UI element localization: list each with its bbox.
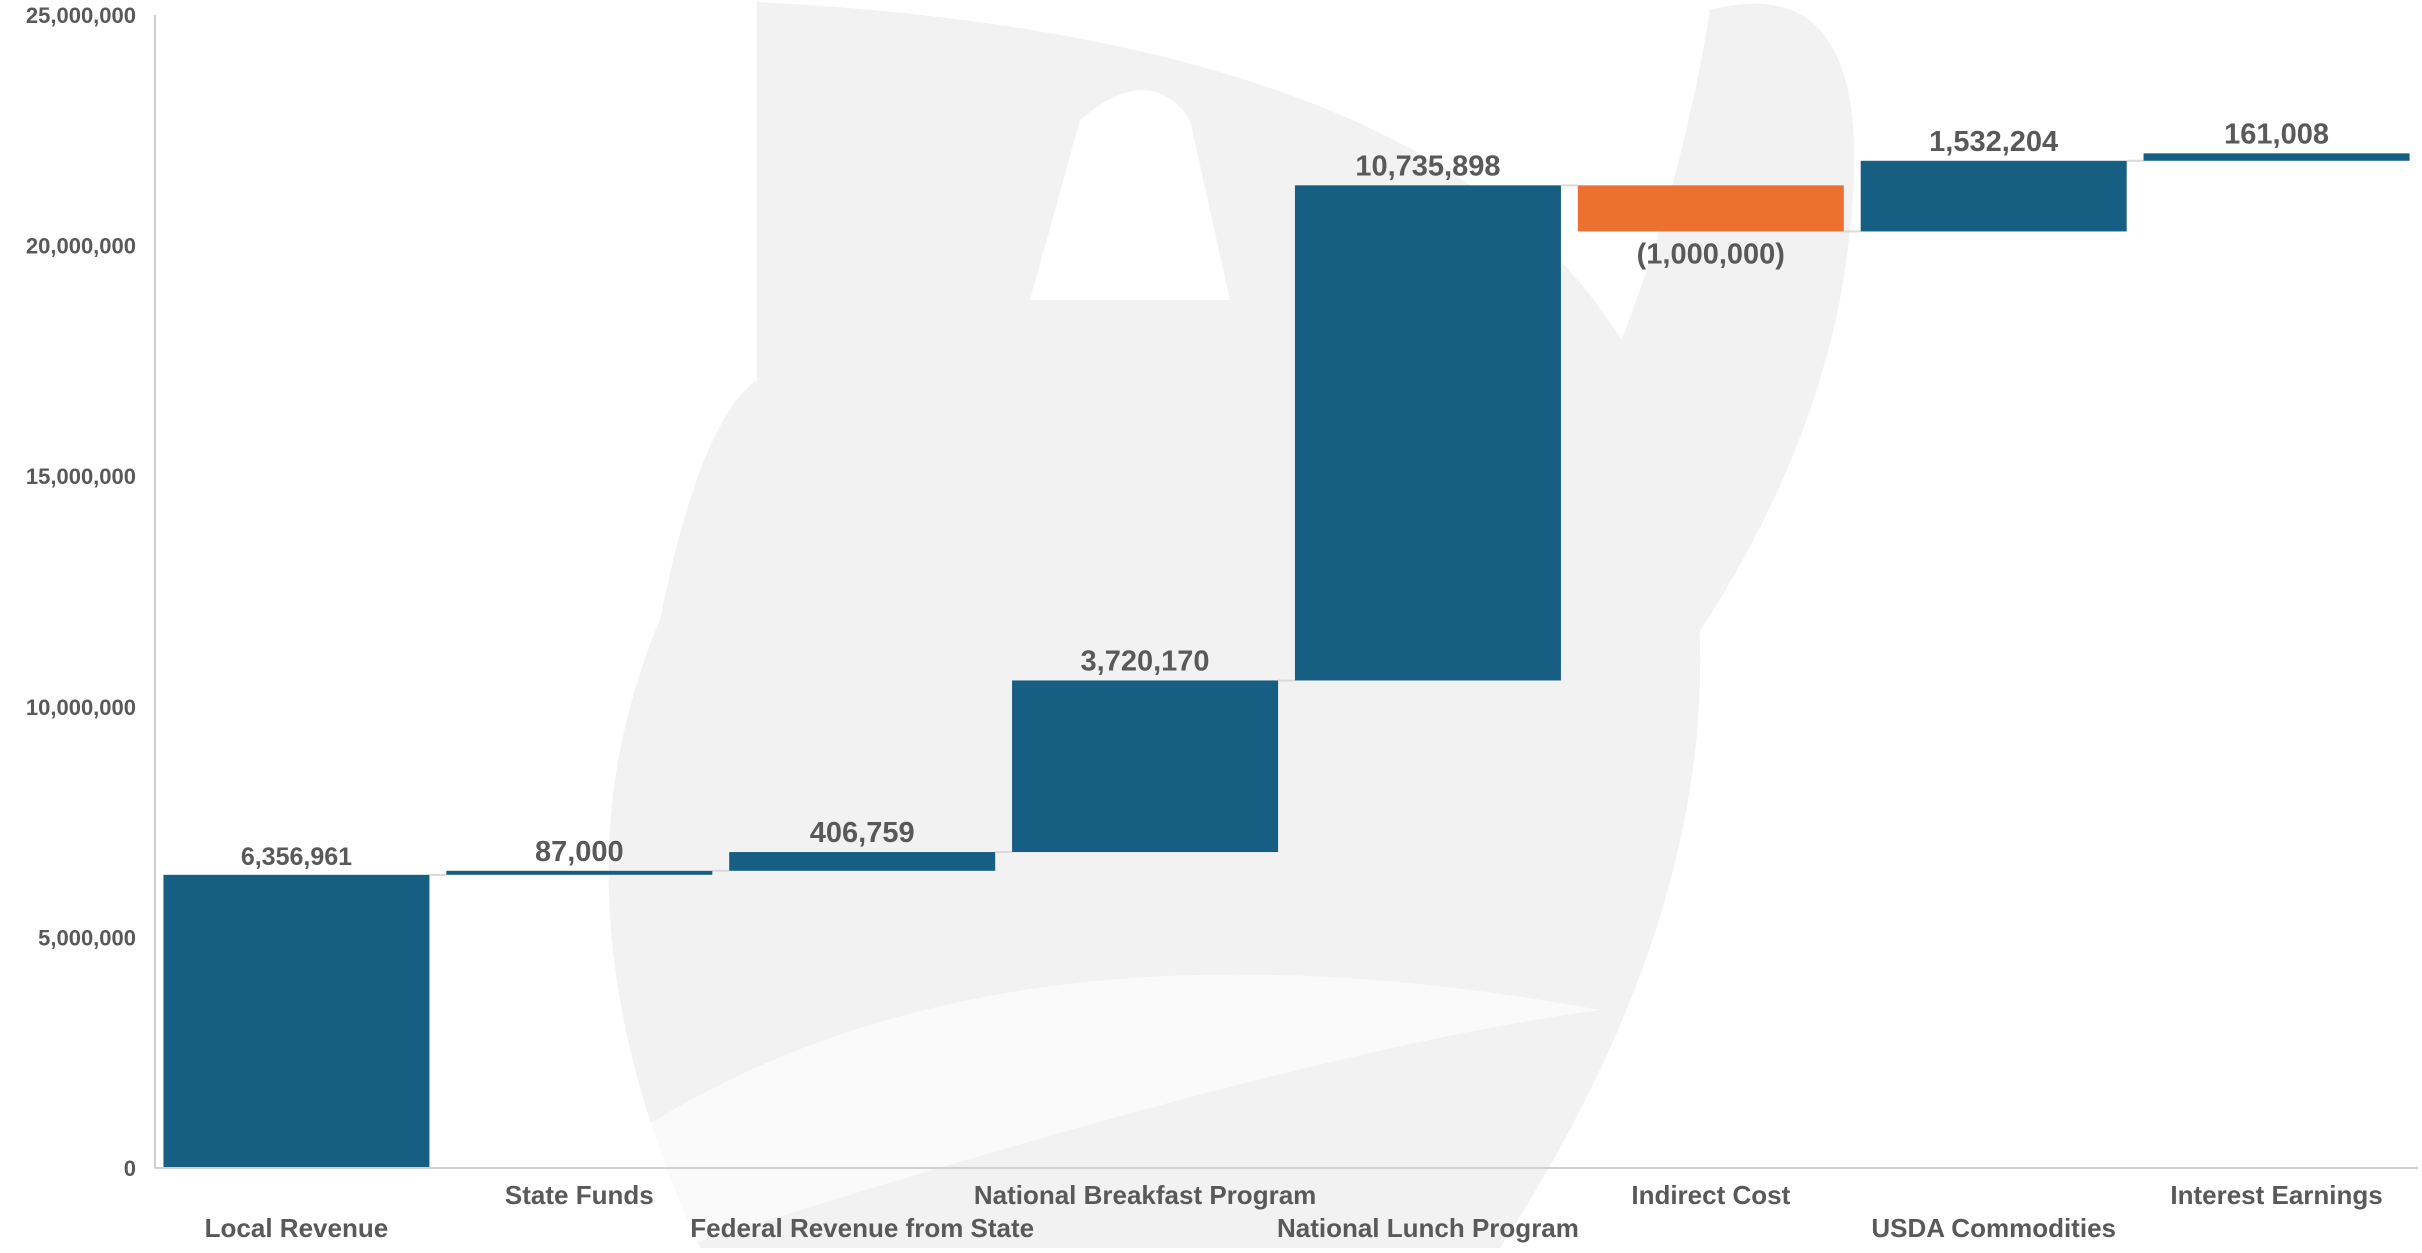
bar-indirect-cost — [1577, 185, 1844, 232]
y-tick-label: 20,000,000 — [26, 234, 136, 259]
x-category-label: National Lunch Program — [1277, 1213, 1579, 1243]
y-tick-label: 0 — [124, 1156, 136, 1181]
bar-national-lunch-program — [1294, 185, 1561, 681]
x-category-label: Interest Earnings — [2170, 1180, 2382, 1210]
y-tick-label: 25,000,000 — [26, 3, 136, 28]
bar-local-revenue — [163, 874, 430, 1168]
x-category-label: Indirect Cost — [1631, 1180, 1790, 1210]
connector-lines — [429, 159, 2144, 876]
bar-state-funds — [446, 870, 713, 875]
watermark-dome — [1030, 90, 1230, 300]
y-tick-label: 15,000,000 — [26, 464, 136, 489]
y-tick-label: 10,000,000 — [26, 695, 136, 720]
watermark-band — [640, 974, 1600, 1248]
bar-interest-earnings — [2143, 153, 2410, 161]
bar-usda-commodities — [1860, 160, 2127, 232]
data-labels: 6,356,961 87,000 406,759 3,720,170 10,735,89… — [241, 118, 2329, 870]
bar-national-breakfast-program — [1012, 680, 1279, 853]
data-label: 161,008 — [2224, 118, 2329, 150]
data-label: 87,000 — [535, 836, 624, 868]
data-label: 3,720,170 — [1081, 645, 1210, 677]
bar-series — [163, 153, 2410, 1168]
data-label: 10,735,898 — [1355, 150, 1500, 182]
bar-federal-revenue-from-state — [729, 852, 996, 871]
data-label: 406,759 — [810, 817, 915, 849]
x-category-label: State Funds — [505, 1180, 654, 1210]
x-category-label: Local Revenue — [205, 1213, 389, 1243]
data-label: 6,356,961 — [241, 843, 352, 871]
data-label: (1,000,000) — [1637, 238, 1785, 270]
x-category-label: National Breakfast Program — [974, 1180, 1316, 1210]
y-tick-label: 5,000,000 — [38, 925, 136, 950]
watermark-globe-arc — [920, 3, 1855, 1249]
x-category-label: Federal Revenue from State — [690, 1213, 1034, 1243]
data-label: 1,532,204 — [1929, 126, 2058, 158]
axes: 0 5,000,000 10,000,000 15,000,000 20,000,000… — [26, 3, 2418, 1243]
x-category-label: USDA Commodities — [1871, 1213, 2116, 1243]
